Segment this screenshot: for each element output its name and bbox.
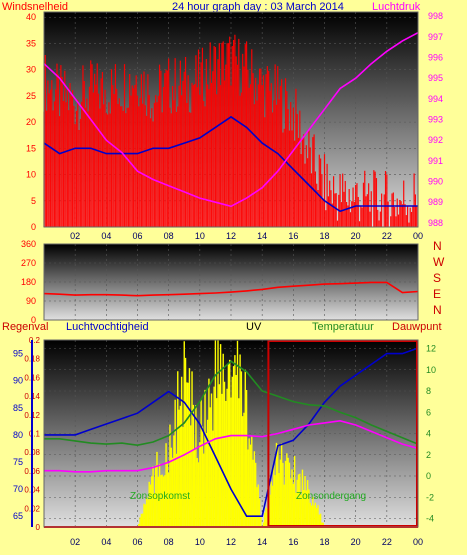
direction-tick-label: 0	[31, 315, 36, 325]
pressure-tick-label: 989	[428, 197, 443, 207]
plot3-frame	[43, 339, 419, 528]
time-tick-label: 06	[132, 537, 142, 547]
humidity-tick-label: 70	[13, 484, 23, 494]
compass-n-top: N	[433, 239, 442, 253]
pressure-tick-label: 991	[428, 156, 443, 166]
wind-tick-label: 5	[31, 196, 36, 206]
pressure-tick-label: 992	[428, 135, 443, 145]
plot1-frame	[43, 11, 419, 228]
compass-w: W	[433, 255, 445, 269]
pressure-tick-label: 994	[428, 94, 443, 104]
wind-tick-label: 35	[26, 38, 36, 48]
pressure-tick-label: 997	[428, 32, 443, 42]
humidity-tick-label: 90	[13, 376, 23, 386]
time-tick-label: 18	[319, 231, 329, 241]
pressure-tick-label: 988	[428, 218, 443, 228]
temperature-tick-label: 4	[426, 429, 431, 439]
humidity-tick-label: 75	[13, 457, 23, 467]
humidity-tick-label: 85	[13, 403, 23, 413]
temperature-tick-label: -4	[426, 514, 434, 524]
time-tick-label: 22	[382, 537, 392, 547]
pressure-tick-label: 993	[428, 115, 443, 125]
direction-tick-label: 360	[21, 239, 36, 249]
time-tick-label: 12	[226, 537, 236, 547]
humidity-title: Luchtvochtigheid	[66, 321, 149, 333]
dewpoint-title: Dauwpunt	[392, 321, 442, 333]
time-tick-label: 04	[101, 537, 111, 547]
wind-direction-line	[43, 281, 419, 297]
rain-tick-label: 0.1	[29, 430, 41, 439]
compass-e: E	[433, 287, 442, 301]
pressure-title: Luchtdruk	[372, 1, 421, 13]
rain-tick-label: 0	[36, 523, 41, 532]
time-tick-label: 00	[413, 231, 423, 241]
time-tick-label: 10	[195, 537, 205, 547]
temperature-tick-label: -2	[426, 492, 434, 502]
rain-tick-label: 0.2	[29, 336, 41, 345]
humidity-tick-label: 80	[13, 430, 23, 440]
rainfall-title: Regenval	[2, 321, 49, 333]
sunset-label: Zonsondergang	[296, 491, 367, 502]
wind-tick-label: 10	[26, 170, 36, 180]
wind-tick-label: 40	[26, 12, 36, 22]
wind-average-line	[43, 115, 418, 213]
temperature-tick-label: 2	[426, 450, 431, 460]
time-tick-label: 06	[132, 231, 142, 241]
time-tick-label: 20	[351, 231, 361, 241]
humidity-tick-label: 65	[13, 511, 23, 521]
pressure-tick-label: 998	[428, 11, 443, 21]
direction-tick-label: 270	[21, 258, 36, 268]
compass-n-bottom: N	[433, 303, 442, 317]
wind-tick-label: 0	[31, 222, 36, 232]
wind-tick-label: 20	[26, 117, 36, 127]
time-tick-label: 00	[413, 537, 423, 547]
direction-tick-label: 90	[26, 296, 36, 306]
direction-tick-label: 180	[21, 277, 36, 287]
time-tick-label: 14	[257, 537, 267, 547]
time-tick-label: 16	[288, 537, 298, 547]
pressure-tick-label: 996	[428, 52, 443, 62]
wind-tick-label: 25	[26, 91, 36, 101]
temperature-title: Temperatuur	[312, 321, 374, 333]
time-tick-label: 12	[226, 231, 236, 241]
humidity-line	[44, 347, 419, 518]
time-tick-label: 08	[164, 537, 174, 547]
dewpoint-line	[44, 419, 419, 473]
temperature-tick-label: 10	[426, 365, 436, 375]
temperature-tick-label: 6	[426, 407, 431, 417]
time-tick-label: 14	[257, 231, 267, 241]
humidity-tick-label: 95	[13, 349, 23, 359]
plot2-frame	[43, 243, 419, 321]
temperature-tick-label: 12	[426, 344, 436, 354]
pressure-line	[43, 31, 419, 208]
pressure-tick-label: 990	[428, 177, 443, 187]
chart-title: 24 hour graph day : 03 March 2014	[172, 1, 344, 13]
time-tick-label: 16	[288, 231, 298, 241]
temperature-line	[44, 360, 419, 447]
time-tick-label: 08	[164, 231, 174, 241]
time-tick-label: 22	[382, 231, 392, 241]
uv-title: UV	[246, 321, 262, 333]
time-tick-label: 02	[70, 537, 80, 547]
time-tick-label: 04	[101, 231, 111, 241]
temperature-tick-label: 8	[426, 386, 431, 396]
compass-s: S	[433, 271, 442, 285]
sunrise-label: Zonsopkomst	[130, 491, 191, 502]
time-tick-label: 20	[351, 537, 361, 547]
wind-speed-title: Windsnelheid	[2, 1, 69, 13]
wind-tick-label: 15	[26, 143, 36, 153]
pressure-tick-label: 995	[428, 73, 443, 83]
wind-tick-label: 30	[26, 65, 36, 75]
time-tick-label: 02	[70, 231, 80, 241]
time-tick-label: 10	[195, 231, 205, 241]
time-tick-label: 18	[319, 537, 329, 547]
temperature-tick-label: 0	[426, 471, 431, 481]
